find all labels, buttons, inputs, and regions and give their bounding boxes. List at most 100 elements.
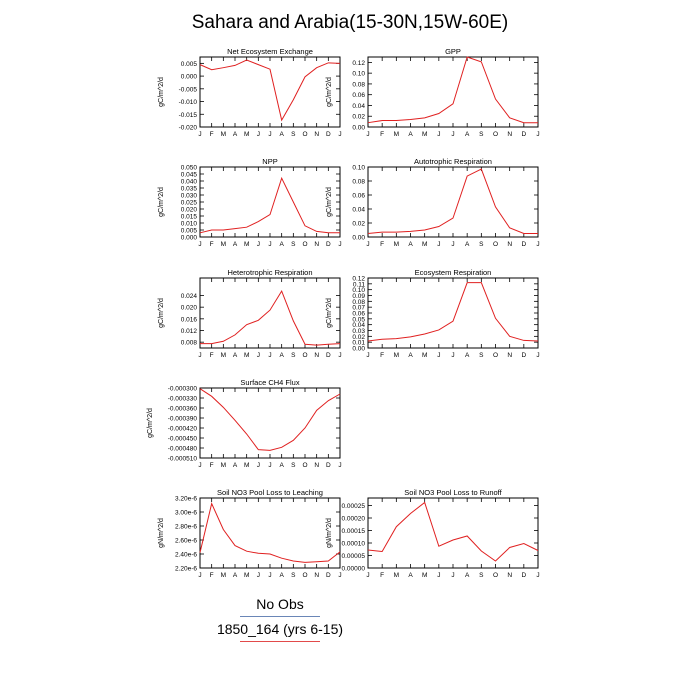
x-tick-label: N <box>314 131 319 138</box>
y-tick-label: 0.035 <box>181 186 198 193</box>
x-tick-label: F <box>210 131 214 138</box>
x-tick-label: N <box>314 572 319 579</box>
y-axis-label: gC/m^2/d <box>147 408 154 438</box>
legend-model-label: 1850_164 (yrs 6-15) <box>216 621 344 637</box>
x-tick-label: S <box>291 241 296 248</box>
series-line <box>199 59 341 122</box>
x-tick-label: A <box>233 131 238 138</box>
chart-panel-2: GPP gC/m^2/d 0.00 0.02 0.04 0.06 0.08 0.10 0.12 J… <box>326 47 540 138</box>
x-tick-label: F <box>210 241 214 248</box>
x-tick-label: J <box>257 241 260 248</box>
x-tick-label: M <box>394 241 399 248</box>
y-tick-label: -0.000300 <box>168 386 198 393</box>
y-axis-label: gC/m^2/d <box>158 77 165 107</box>
y-tick-label: -0.000450 <box>168 436 198 443</box>
y-tick-label: 0.030 <box>181 193 198 200</box>
y-tick-label: 0.07 <box>352 305 365 312</box>
plot-frame <box>199 277 341 349</box>
x-tick-label: J <box>366 241 369 248</box>
x-tick-label: J <box>437 572 440 579</box>
panel-title: Soil NO3 Pool Loss to Leaching <box>217 488 323 497</box>
y-tick-label: 0.10 <box>352 287 365 294</box>
x-tick-label: J <box>437 241 440 248</box>
x-tick-label: J <box>536 131 539 138</box>
x-tick-label: O <box>302 352 307 359</box>
panel-title: Soil NO3 Pool Loss to Runoff <box>404 488 502 497</box>
plot-frame <box>367 497 539 569</box>
plot-frame <box>199 387 341 459</box>
y-tick-label: 0.024 <box>181 293 198 300</box>
x-tick-label: A <box>233 352 238 359</box>
x-tick-label: M <box>394 352 399 359</box>
x-tick-label: J <box>536 352 539 359</box>
y-tick-label: 3.20e-6 <box>175 496 197 503</box>
x-tick-label: J <box>268 572 271 579</box>
plot-frame <box>199 166 341 238</box>
y-tick-label: -0.000390 <box>168 416 198 423</box>
x-tick-label: J <box>366 352 369 359</box>
panel-title: GPP <box>445 47 461 56</box>
y-tick-label: 0.00 <box>352 125 365 132</box>
x-tick-label: A <box>233 572 238 579</box>
x-tick-label: N <box>314 352 319 359</box>
chart-panel-6: Ecosystem RespirationgC/m^2/d0.000.010.0… <box>326 268 540 359</box>
y-tick-label: 0.08 <box>352 81 365 88</box>
series-line <box>200 290 341 346</box>
x-tick-label: M <box>244 462 249 469</box>
y-tick-label: 0.012 <box>181 328 198 335</box>
panel-title: NPP <box>262 157 277 166</box>
x-tick-label: S <box>479 572 484 579</box>
x-tick-label: J <box>437 352 440 359</box>
x-tick-label: A <box>233 462 238 469</box>
legend-model-line <box>240 641 320 642</box>
x-tick-label: N <box>314 462 319 469</box>
x-tick-label: J <box>198 352 201 359</box>
x-tick-label: J <box>268 241 271 248</box>
y-tick-label: 0.02 <box>352 221 365 228</box>
y-tick-label: 0.04 <box>352 322 365 329</box>
y-tick-label: -0.000510 <box>168 456 198 463</box>
y-tick-label: 0.040 <box>181 179 198 186</box>
x-tick-label: J <box>451 241 454 248</box>
y-axis-label: gC/m^2/d <box>158 187 165 217</box>
x-tick-label: O <box>302 572 307 579</box>
y-tick-label: 0.010 <box>181 221 198 228</box>
y-tick-label: 0.005 <box>181 61 198 68</box>
y-tick-label: 0.01 <box>352 340 365 347</box>
y-tick-label: 0.08 <box>352 299 365 306</box>
y-tick-label: -0.020 <box>179 125 198 132</box>
y-tick-label: 2.80e-6 <box>175 524 197 531</box>
x-tick-label: J <box>257 352 260 359</box>
series-line <box>367 501 539 562</box>
x-tick-label: S <box>291 131 296 138</box>
chart-panel-8: Soil NO3 Pool Loss to Leaching gN/m^2/d 2.… <box>158 488 342 579</box>
chart-panel-3: NPP gC/m^2/d 0.0000.0050.0100.0150.0200.02… <box>158 157 342 248</box>
y-axis-label: gC/m^2/d <box>158 298 165 328</box>
y-tick-label: 0.00005 <box>342 553 366 560</box>
y-tick-label: 0.016 <box>181 316 198 323</box>
plot-frame <box>199 497 341 569</box>
x-tick-label: D <box>521 352 526 359</box>
x-tick-label: J <box>198 241 201 248</box>
x-tick-label: J <box>338 241 341 248</box>
x-tick-label: M <box>244 352 249 359</box>
x-tick-label: A <box>408 572 413 579</box>
x-tick-label: J <box>257 572 260 579</box>
x-tick-label: F <box>380 572 384 579</box>
y-tick-label: 0.020 <box>181 305 198 312</box>
x-tick-label: O <box>493 241 498 248</box>
x-tick-label: O <box>302 462 307 469</box>
y-axis-label: gN/m^2/d <box>158 518 165 548</box>
x-tick-label: M <box>221 241 226 248</box>
x-tick-label: M <box>221 462 226 469</box>
y-tick-label: 0.12 <box>352 276 365 283</box>
x-tick-label: A <box>279 241 284 248</box>
x-tick-label: J <box>536 572 539 579</box>
x-tick-label: F <box>210 572 214 579</box>
x-tick-label: J <box>268 131 271 138</box>
x-tick-label: J <box>338 572 341 579</box>
x-tick-label: N <box>507 352 512 359</box>
panel-title: Heterotrophic Respiration <box>227 268 312 277</box>
series-line <box>367 168 538 234</box>
